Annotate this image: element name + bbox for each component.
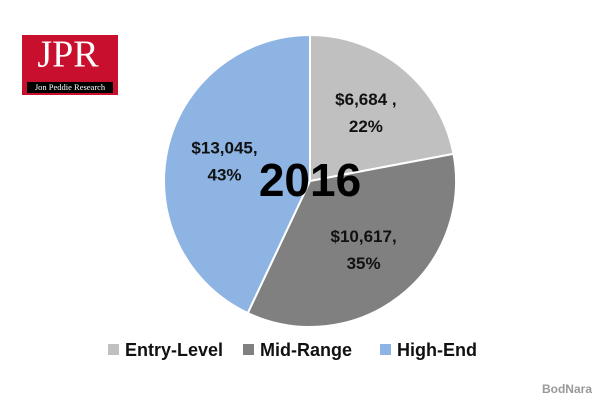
legend-swatch [380, 344, 391, 355]
legend-label: Mid-Range [260, 340, 352, 360]
center-label: 2016 [259, 154, 361, 206]
value-label: $13,045, [191, 138, 257, 157]
percent-label: 43% [208, 165, 242, 184]
logo-subtitle: Jon Peddie Research [35, 82, 106, 92]
logo-title: JPR [37, 34, 99, 76]
percent-label: 35% [347, 254, 381, 273]
pie-slice [163, 33, 311, 315]
legend-swatch [243, 344, 254, 355]
legend-label: High-End [397, 340, 477, 360]
pie-slice [309, 33, 455, 183]
value-label: $6,684 , [335, 90, 396, 109]
logo-strip [27, 82, 113, 93]
legend-swatch [108, 344, 119, 355]
legend-label: Entry-Level [125, 340, 223, 360]
percent-label: 22% [349, 117, 383, 136]
value-label: $10,617, [331, 227, 397, 246]
pie-slice [246, 152, 457, 328]
watermark: BodNara [542, 382, 592, 396]
